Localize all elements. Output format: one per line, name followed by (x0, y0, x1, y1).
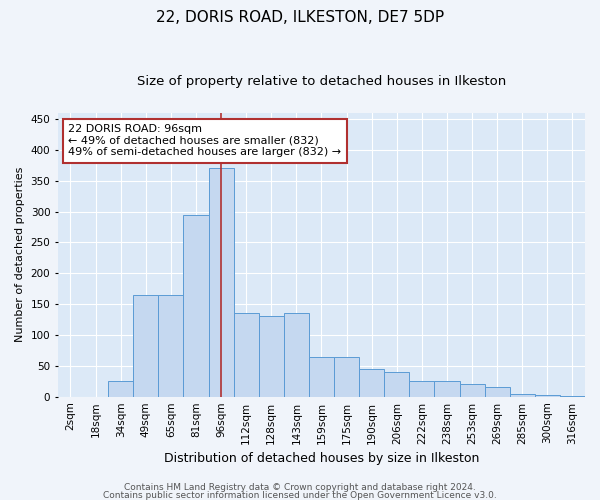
Bar (334, 356, 359, 397)
Text: 22, DORIS ROAD, ILKESTON, DE7 5DP: 22, DORIS ROAD, ILKESTON, DE7 5DP (156, 10, 444, 25)
Bar (259, 316, 284, 396)
Bar (309, 356, 334, 397)
Bar (284, 314, 309, 396)
Title: Size of property relative to detached houses in Ilkeston: Size of property relative to detached ho… (137, 75, 506, 88)
Text: Contains public sector information licensed under the Open Government Licence v3: Contains public sector information licen… (103, 490, 497, 500)
Bar (434, 382, 460, 396)
Bar (359, 369, 384, 396)
X-axis label: Distribution of detached houses by size in Ilkeston: Distribution of detached houses by size … (164, 452, 479, 465)
Bar (510, 394, 535, 396)
Bar (409, 382, 434, 396)
Bar (133, 295, 158, 396)
Bar (384, 372, 409, 396)
Bar (460, 384, 485, 396)
Text: 22 DORIS ROAD: 96sqm
← 49% of detached houses are smaller (832)
49% of semi-deta: 22 DORIS ROAD: 96sqm ← 49% of detached h… (68, 124, 341, 158)
Bar (233, 314, 259, 396)
Bar (485, 388, 510, 396)
Bar (184, 214, 209, 396)
Bar (158, 295, 184, 396)
Bar (209, 168, 233, 396)
Text: Contains HM Land Registry data © Crown copyright and database right 2024.: Contains HM Land Registry data © Crown c… (124, 484, 476, 492)
Y-axis label: Number of detached properties: Number of detached properties (15, 167, 25, 342)
Bar (108, 382, 133, 396)
